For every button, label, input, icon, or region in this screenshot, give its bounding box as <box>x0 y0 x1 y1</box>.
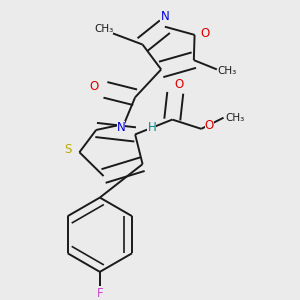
Text: S: S <box>64 143 71 156</box>
Text: F: F <box>97 287 103 300</box>
Text: CH₃: CH₃ <box>94 24 113 34</box>
Text: O: O <box>90 80 99 93</box>
Text: N: N <box>160 10 169 23</box>
Text: H: H <box>148 121 156 134</box>
Text: O: O <box>174 78 184 91</box>
Text: O: O <box>205 119 214 132</box>
Text: N: N <box>117 121 125 134</box>
Text: O: O <box>200 26 210 40</box>
Text: CH₃: CH₃ <box>225 113 244 123</box>
Text: CH₃: CH₃ <box>218 66 237 76</box>
